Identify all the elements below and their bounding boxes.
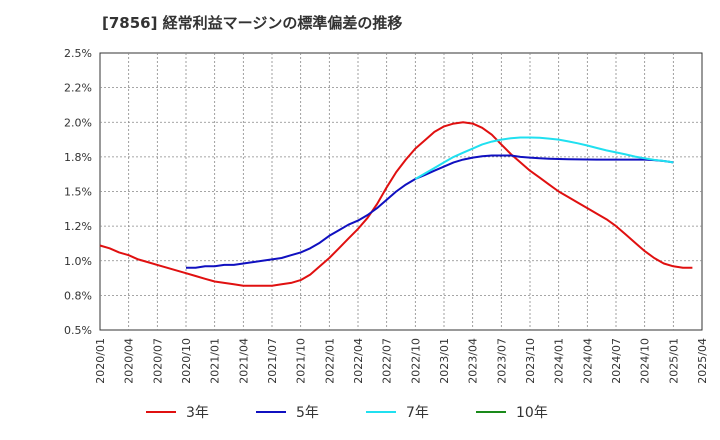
x-tick-label: 2020/10 — [180, 338, 193, 384]
x-tick-label: 2020/01 — [94, 338, 107, 384]
legend-label-3年: 3年 — [186, 405, 209, 421]
x-axis: 2020/01 2020/04 2020/07 2020/10 2021/01 2021/… — [94, 338, 709, 384]
x-tick-label: 2022/01 — [323, 338, 336, 384]
legend-label-7年: 7年 — [406, 405, 429, 421]
y-tick-label: 2.2% — [64, 82, 92, 95]
y-tick-label: 1.0% — [64, 255, 92, 268]
series-line-5年 — [186, 154, 674, 269]
x-tick-label: 2020/04 — [123, 338, 136, 384]
legend: 3年 5年 7年 10年 — [146, 405, 548, 421]
x-tick-label: 2020/07 — [151, 338, 164, 384]
x-tick-label: 2025/04 — [696, 338, 709, 384]
y-axis: 0.5% 0.8% 1.0% 1.2% 1.5% 1.8% 2.0% 2.2% 2.5% — [64, 47, 92, 337]
y-tick-label: 1.8% — [64, 151, 92, 164]
x-tick-label: 2023/10 — [524, 338, 537, 384]
x-tick-label: 2022/07 — [381, 338, 394, 384]
x-tick-label: 2023/07 — [495, 338, 508, 384]
x-tick-label: 2024/01 — [553, 338, 566, 384]
x-tick-label: 2024/04 — [581, 338, 594, 384]
x-tick-label: 2024/10 — [639, 338, 652, 384]
series-line-7年 — [414, 136, 674, 180]
series-line-3年 — [99, 121, 693, 287]
y-tick-label: 1.2% — [64, 220, 92, 233]
grid-layer — [100, 53, 702, 330]
series-layer — [99, 121, 693, 287]
x-tick-label: 2021/07 — [266, 338, 279, 384]
y-tick-label: 1.5% — [64, 186, 92, 199]
x-tick-label: 2021/01 — [209, 338, 222, 384]
x-tick-label: 2025/01 — [667, 338, 680, 384]
x-tick-label: 2024/07 — [610, 338, 623, 384]
x-tick-label: 2023/04 — [467, 338, 480, 384]
x-tick-label: 2022/10 — [409, 338, 422, 384]
y-tick-label: 0.8% — [64, 289, 92, 302]
y-tick-label: 0.5% — [64, 324, 92, 337]
y-tick-label: 2.0% — [64, 116, 92, 129]
y-tick-label: 2.5% — [64, 47, 92, 60]
x-tick-label: 2023/01 — [438, 338, 451, 384]
x-tick-label: 2021/10 — [295, 338, 308, 384]
x-tick-label: 2022/04 — [352, 338, 365, 384]
x-tick-label: 2021/04 — [237, 338, 250, 384]
legend-label-5年: 5年 — [296, 405, 319, 421]
chart-title: [7856] 経常利益マージンの標準偏差の推移 — [102, 14, 403, 32]
legend-label-10年: 10年 — [516, 405, 548, 421]
